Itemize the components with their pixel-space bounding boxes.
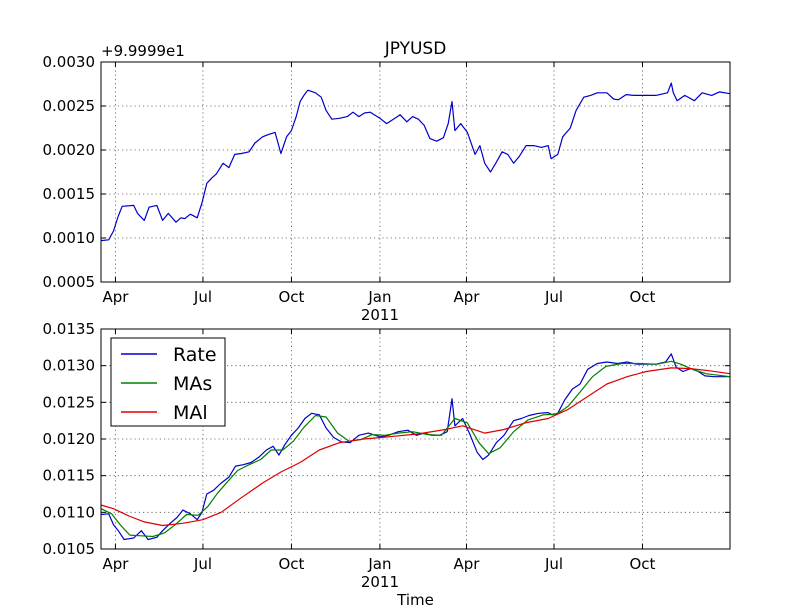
tick-labels: Apr Jul Oct Jan Apr Jul Oct 0.0105 0.0110 0.0115 0… <box>43 320 656 573</box>
y-tick-label: 0.0020 <box>43 141 96 159</box>
x-tick-label: Apr <box>102 288 129 306</box>
chart-title: JPYUSD <box>384 39 447 59</box>
y-tick-label: 0.0110 <box>43 503 96 521</box>
series-line-rate <box>100 353 730 541</box>
y-tick-label: 0.0120 <box>43 430 96 448</box>
y-tick-label: 0.0135 <box>43 320 96 338</box>
tick-marks <box>101 61 730 283</box>
x-axis-label: Time <box>396 591 434 609</box>
x-tick-label: Jul <box>544 555 563 573</box>
x-tick-label: Jan <box>367 555 391 573</box>
x-tick-label: Apr <box>453 288 480 306</box>
x-tick-label: Apr <box>453 555 480 573</box>
legend-entries: Rate MAs MAl <box>121 344 217 424</box>
grid-lines <box>101 329 730 549</box>
y-tick-label: 0.0025 <box>43 97 96 115</box>
series-lines <box>100 82 731 242</box>
y-tick-label: 0.0115 <box>43 467 96 485</box>
x-year-label: 2011 <box>361 573 399 591</box>
x-tick-label: Oct <box>630 288 656 306</box>
series-line-mal <box>100 367 731 527</box>
legend-label: MAs <box>173 373 212 395</box>
x-tick-label: Oct <box>278 288 304 306</box>
grid-lines <box>101 62 730 282</box>
legend-label: MAl <box>173 402 208 424</box>
series-line-mas <box>100 360 731 538</box>
axes-frame <box>100 61 731 283</box>
tick-marks <box>101 328 730 550</box>
x-tick-label: Jul <box>193 555 212 573</box>
y-tick-label: 0.0005 <box>43 273 96 291</box>
y-tick-label: 0.0015 <box>43 185 96 203</box>
tick-labels: Apr Jul Oct Jan Apr Jul Oct 0.0005 0.0010 0.0015 0… <box>43 53 656 306</box>
x-tick-label: Oct <box>278 555 304 573</box>
legend-label: Rate <box>173 344 217 366</box>
series-line-rate <box>100 82 731 242</box>
x-tick-label: Jan <box>367 288 391 306</box>
x-year-label: 2011 <box>361 306 399 324</box>
y-tick-label: 0.0105 <box>43 540 96 558</box>
x-tick-label: Jul <box>544 288 563 306</box>
legend: Rate MAs MAl <box>110 337 226 427</box>
x-tick-label: Apr <box>102 555 129 573</box>
y-tick-label: 0.0130 <box>43 357 96 375</box>
x-tick-label: Oct <box>630 555 656 573</box>
y-tick-label: 0.0030 <box>43 53 96 71</box>
y-offset-label: +9.9999e1 <box>101 42 185 60</box>
chart-moving-averages: Apr Jul Oct Jan Apr Jul Oct 0.0105 0.0110 0.0115 0… <box>43 320 731 609</box>
y-tick-label: 0.0125 <box>43 393 96 411</box>
y-tick-label: 0.0010 <box>43 229 96 247</box>
chart-jpyusd: Apr Jul Oct Jan Apr Jul Oct 0.0005 0.0010 0.0015 0… <box>43 39 731 324</box>
x-tick-label: Jul <box>193 288 212 306</box>
series-lines <box>100 353 731 541</box>
